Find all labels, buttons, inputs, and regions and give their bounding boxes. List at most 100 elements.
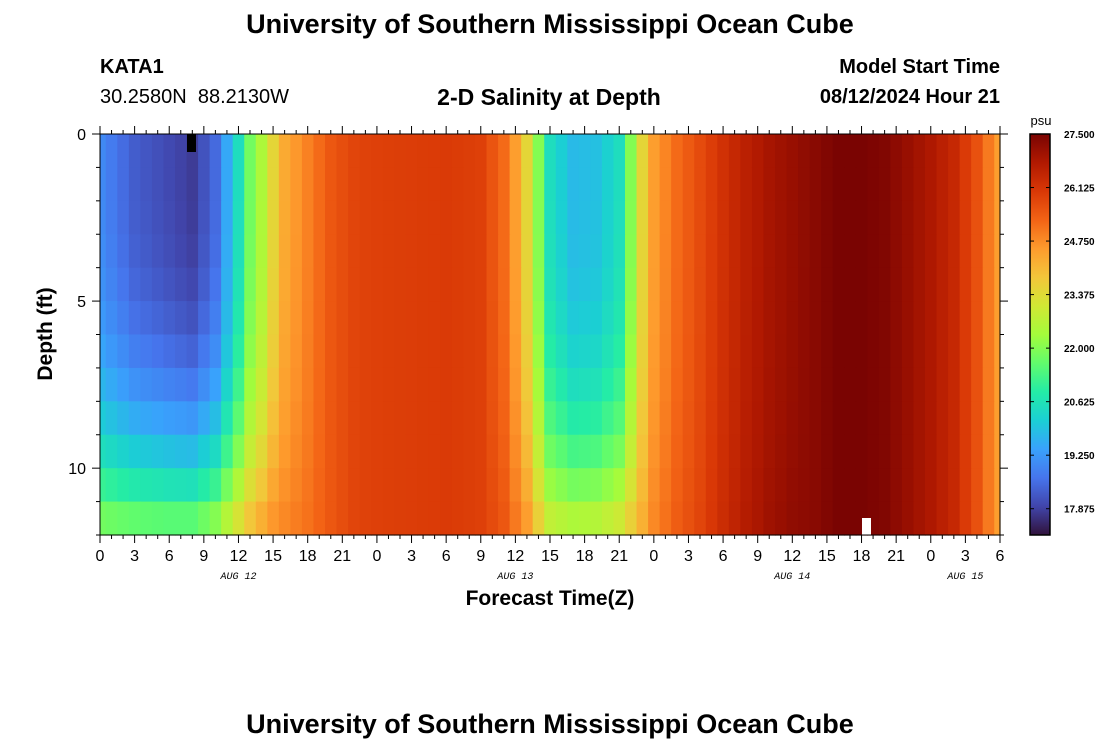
heatmap-cell	[151, 401, 165, 436]
heatmap-cell	[163, 501, 176, 536]
heatmap-cell	[636, 367, 649, 402]
heatmap-cell	[901, 468, 915, 503]
heatmap-cell	[601, 434, 615, 469]
heatmap-cell	[959, 167, 972, 202]
heatmap-cell	[751, 301, 765, 336]
heatmap-cell	[717, 334, 730, 369]
heatmap-cell	[659, 401, 672, 436]
heatmap-cell	[325, 134, 338, 169]
heatmap-cell	[290, 367, 303, 402]
heatmap-cell	[728, 301, 741, 336]
heatmap-cell	[717, 134, 730, 169]
heatmap-cell	[475, 234, 488, 269]
heatmap-cell	[521, 367, 534, 402]
heatmap-cell	[163, 301, 176, 336]
heatmap-cell	[717, 434, 730, 469]
heatmap-cell	[901, 167, 915, 202]
heatmap-cell	[913, 267, 926, 302]
heatmap-cell	[809, 200, 822, 235]
heatmap-cell	[994, 134, 1001, 169]
heatmap-cell	[198, 501, 211, 536]
heatmap-cell	[717, 301, 730, 336]
heatmap-cell	[751, 367, 765, 402]
heatmap-cell	[798, 267, 811, 302]
heatmap-cell	[475, 167, 488, 202]
heatmap-cell	[175, 167, 188, 202]
heatmap-cell	[786, 267, 799, 302]
heatmap-cell	[117, 301, 130, 336]
heatmap-cell	[140, 334, 153, 369]
heatmap-cell	[186, 501, 199, 536]
heatmap-cell	[100, 234, 107, 269]
heatmap-cell	[417, 267, 430, 302]
heatmap-cell	[232, 401, 245, 436]
heatmap-cell	[994, 501, 1001, 536]
heatmap-cell	[855, 401, 868, 436]
heatmap-cell	[255, 134, 268, 169]
heatmap-cell	[521, 267, 534, 302]
heatmap-cell	[175, 334, 188, 369]
heatmap-cell	[405, 234, 418, 269]
heatmap-cell	[359, 134, 372, 169]
heatmap-cell	[890, 167, 903, 202]
heatmap-cell	[255, 401, 268, 436]
heatmap-cell	[405, 501, 418, 536]
heatmap-cell	[878, 501, 891, 536]
heatmap-cell	[221, 434, 234, 469]
heatmap-cell	[625, 167, 638, 202]
heatmap-cell	[613, 234, 626, 269]
x-tick-label: 12	[783, 548, 801, 565]
heatmap-cell	[440, 367, 453, 402]
heatmap-cell	[775, 434, 788, 469]
heatmap-cell	[313, 200, 326, 235]
heatmap-cell	[890, 301, 903, 336]
heatmap-cell	[578, 200, 591, 235]
heatmap-cell	[267, 200, 280, 235]
heatmap-cell	[186, 434, 199, 469]
heatmap-cell	[821, 401, 834, 436]
heatmap-cell	[325, 367, 338, 402]
colorbar-tick-label: 17.875	[1064, 505, 1095, 516]
heatmap-cell	[775, 367, 788, 402]
heatmap-cell	[763, 334, 776, 369]
heatmap-cell	[267, 267, 280, 302]
x-tick-label: 9	[753, 548, 762, 565]
heatmap-cell	[163, 334, 176, 369]
heatmap-cell	[267, 301, 280, 336]
heatmap-cell	[313, 167, 326, 202]
heatmap-cell	[878, 434, 891, 469]
heatmap-cell	[163, 167, 176, 202]
heatmap-cell	[971, 301, 984, 336]
heatmap-cell	[105, 367, 118, 402]
heatmap-cell	[578, 334, 591, 369]
heatmap-cell	[128, 200, 141, 235]
heatmap-cell	[694, 468, 707, 503]
heatmap-cell	[705, 334, 718, 369]
heatmap-cell	[971, 334, 984, 369]
heatmap-cell	[428, 468, 441, 503]
x-tick-label: 12	[230, 548, 248, 565]
heatmap-cell	[913, 167, 926, 202]
heatmap-cell	[578, 167, 591, 202]
heatmap-cell	[163, 200, 176, 235]
heatmap-cell	[844, 267, 857, 302]
heatmap-cell	[232, 468, 245, 503]
heatmap-cell	[325, 434, 338, 469]
x-tick-label: 21	[887, 548, 905, 565]
heatmap-cell	[498, 200, 511, 235]
heatmap-cell	[625, 434, 638, 469]
heatmap-cell	[982, 134, 995, 169]
heatmap-cell	[301, 401, 315, 436]
heatmap-cell	[682, 468, 695, 503]
heatmap-cell	[555, 134, 568, 169]
heatmap-cell	[336, 200, 349, 235]
heatmap-cell	[994, 200, 1001, 235]
heatmap-cell	[925, 501, 938, 536]
heatmap-cell	[867, 468, 880, 503]
heatmap-cell	[532, 301, 545, 336]
heatmap-cell	[544, 401, 557, 436]
heatmap-cell	[544, 167, 557, 202]
heatmap-cell	[590, 200, 603, 235]
heatmap-cell	[290, 501, 303, 536]
heatmap-cell	[278, 200, 291, 235]
